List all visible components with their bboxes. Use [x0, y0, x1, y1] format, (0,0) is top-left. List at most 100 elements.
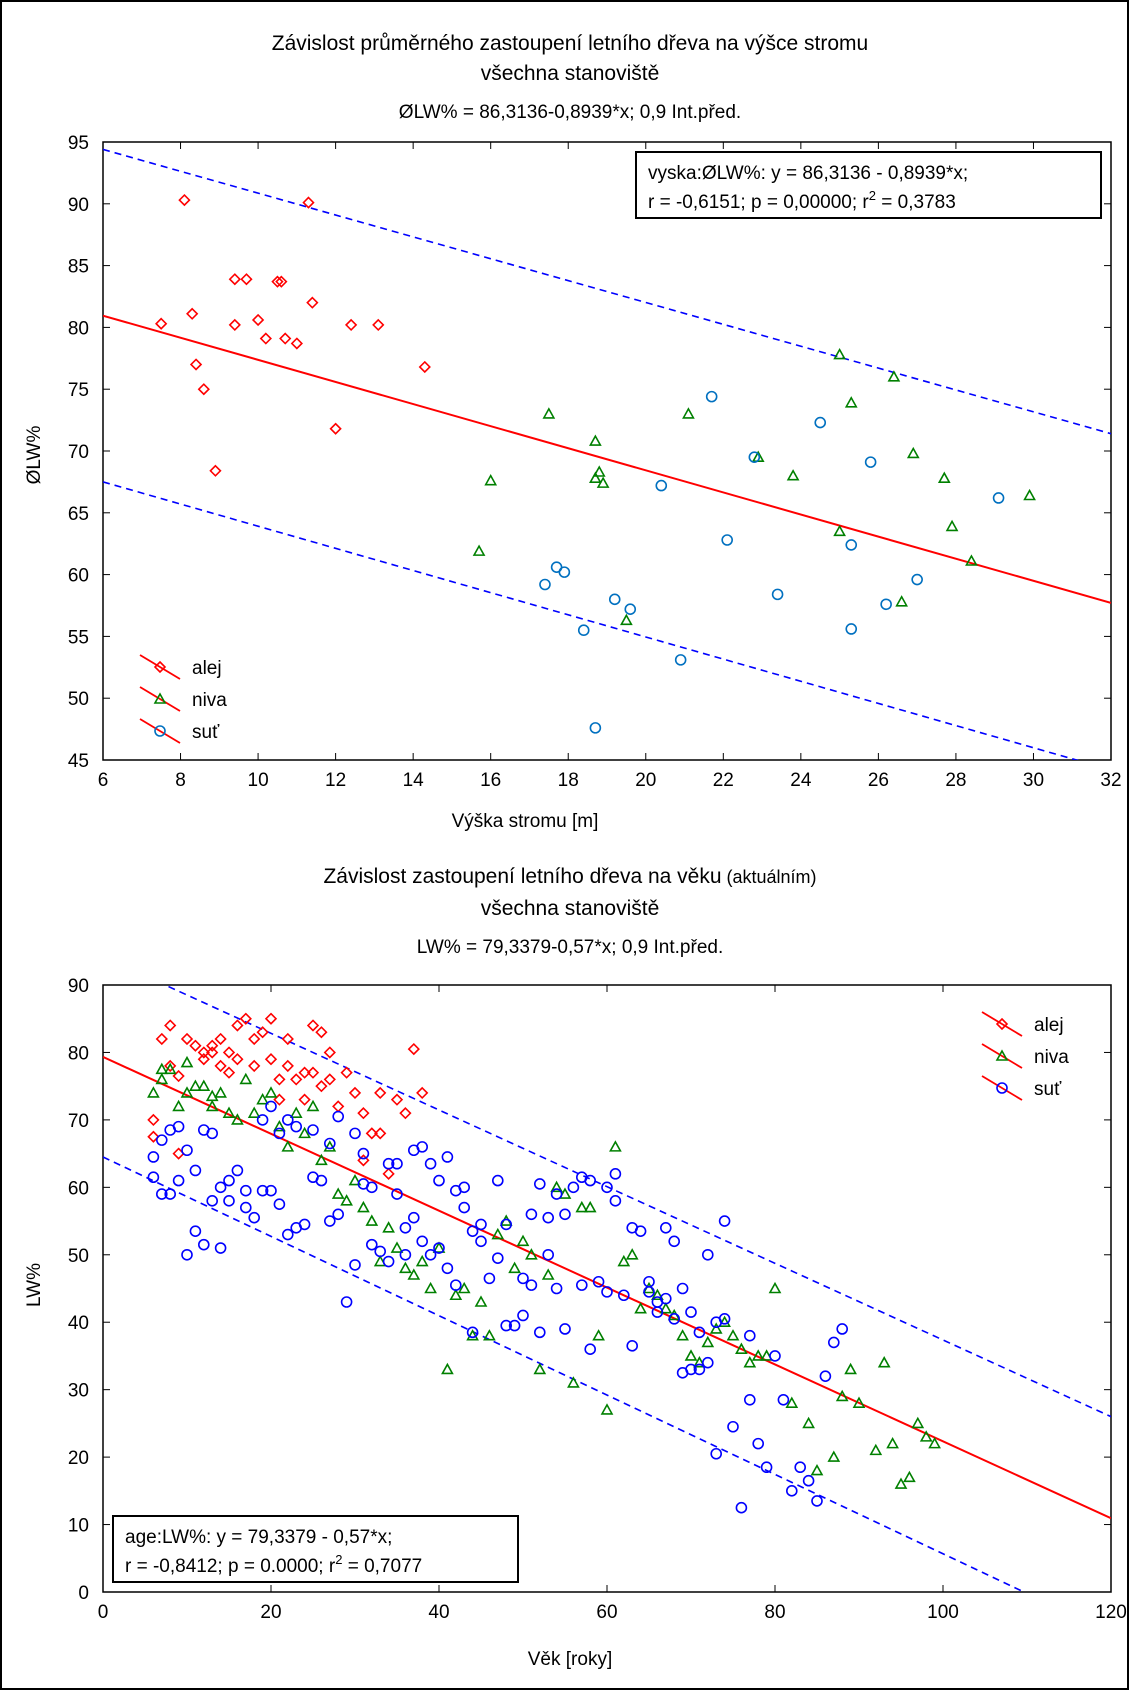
chart2-point: [323, 1140, 337, 1152]
chart1-point: [655, 479, 668, 492]
chart2-point: [659, 1222, 672, 1234]
chart1-xtick-label: 8: [175, 770, 186, 791]
chart2-legend-marker: [995, 1049, 1009, 1061]
chart2-point: [533, 1326, 546, 1339]
chart1-point: [814, 416, 827, 429]
chart2-point: [441, 1362, 454, 1375]
chart2-series-2: [147, 1100, 849, 1514]
chart2-point: [256, 1093, 269, 1105]
chart2-ytick-label: 60: [68, 1178, 89, 1199]
chart2-point: [508, 1261, 521, 1274]
chart2-point: [214, 1059, 227, 1073]
chart2-point: [533, 1178, 546, 1190]
chart1-point: [844, 396, 858, 408]
chart2-point: [525, 1279, 538, 1291]
chart2-point: [685, 1363, 697, 1376]
chart2-ylabel: LW%: [24, 1263, 45, 1307]
chart2-point: [222, 1046, 236, 1059]
chart1-point: [592, 465, 606, 477]
chart1-point: [945, 519, 959, 532]
chart2-point: [432, 1241, 446, 1253]
chart1-legend-label: niva: [192, 690, 227, 711]
chart1-point: [275, 275, 288, 288]
chart2-point: [382, 1167, 395, 1180]
chart1-ytick-label: 80: [68, 318, 89, 339]
chart1-xtick-label: 10: [248, 770, 269, 791]
chart2-point: [441, 1151, 454, 1163]
chart1-point: [887, 370, 901, 382]
chart2-stats-line2-a: r = -0,8412; p = 0.0000; r: [125, 1556, 336, 1577]
chart1-legend-marker: [154, 725, 166, 737]
chart2-point: [206, 1046, 219, 1059]
chart2-point: [240, 1201, 252, 1214]
chart1-series-0: [155, 193, 431, 477]
chart2-point: [600, 1403, 614, 1415]
chart2-point: [181, 1144, 193, 1157]
chart2-point: [659, 1292, 672, 1305]
chart2-point: [340, 1194, 353, 1206]
chart1-ytick-label: 45: [68, 751, 89, 772]
chart1-point: [596, 476, 610, 488]
chart2-point: [315, 1153, 328, 1166]
chart2-point: [785, 1396, 799, 1408]
chart2-point: [290, 1073, 303, 1086]
chart2-stats-line2-b: = 0,7077: [342, 1556, 422, 1577]
chart2-point: [180, 1032, 194, 1046]
chart2-point: [231, 1164, 244, 1177]
chart2-point: [281, 1140, 295, 1152]
chart2-point: [340, 1066, 353, 1079]
chart2-point: [391, 1157, 403, 1170]
chart2-point: [542, 1248, 555, 1261]
chart2-point: [348, 1086, 362, 1100]
chart2-point: [332, 1110, 345, 1123]
chart2-point: [466, 1329, 479, 1341]
chart2-point: [290, 1120, 303, 1133]
chart2-point: [357, 1200, 370, 1213]
chart2-point: [323, 1046, 336, 1059]
chart2-point: [886, 1436, 899, 1449]
chart2-point: [222, 1106, 236, 1118]
chart2-ytick-label: 40: [68, 1313, 89, 1334]
chart2-point: [407, 1211, 420, 1224]
chart2-point: [164, 1019, 177, 1032]
chart2-point: [357, 1147, 370, 1160]
chart2-point: [424, 1248, 437, 1261]
chart2-point: [810, 1463, 824, 1476]
chart2-point: [735, 1501, 748, 1514]
chart1-xtick-label: 14: [403, 770, 425, 791]
chart2-point: [163, 1062, 177, 1075]
chart2-point: [903, 1470, 916, 1483]
chart1-point: [558, 566, 571, 578]
chart2-point: [273, 1198, 286, 1210]
chart2-point: [198, 1238, 210, 1251]
chart1-title: Závislost průměrného zastoupení letního …: [272, 32, 868, 55]
chart1-point: [302, 196, 315, 209]
chart2-point: [458, 1201, 471, 1214]
chart2-point: [214, 1032, 227, 1046]
chart2-point: [584, 1343, 597, 1355]
chart2-point: [415, 1254, 429, 1267]
chart1-point: [539, 578, 551, 591]
chart2-point: [206, 1039, 219, 1052]
chart2-point: [357, 1154, 370, 1167]
chart2-legend-line: [981, 1075, 1023, 1101]
chart2-point: [298, 1218, 311, 1231]
chart2-point: [701, 1356, 714, 1369]
chart1-subtitle: všechna stanoviště: [481, 62, 660, 85]
chart2-point: [668, 1313, 681, 1325]
chart2-point: [256, 1114, 269, 1126]
chart1-point: [682, 407, 695, 419]
chart2-point: [256, 1026, 269, 1039]
chart2-point: [743, 1393, 756, 1406]
chart2-xtick-label: 20: [260, 1602, 281, 1623]
chart1-ytick-label: 50: [68, 689, 89, 710]
chart2-point: [365, 1238, 378, 1251]
chart2-point: [743, 1329, 756, 1342]
chart2-point: [281, 1228, 294, 1241]
chart2-point: [575, 1279, 588, 1291]
chart2-lower-band: [103, 1156, 1026, 1592]
chart2-series-1: [147, 1055, 941, 1489]
chart2-point: [180, 1086, 194, 1098]
chart2-point: [819, 1370, 832, 1382]
chart2-point: [206, 1195, 218, 1207]
